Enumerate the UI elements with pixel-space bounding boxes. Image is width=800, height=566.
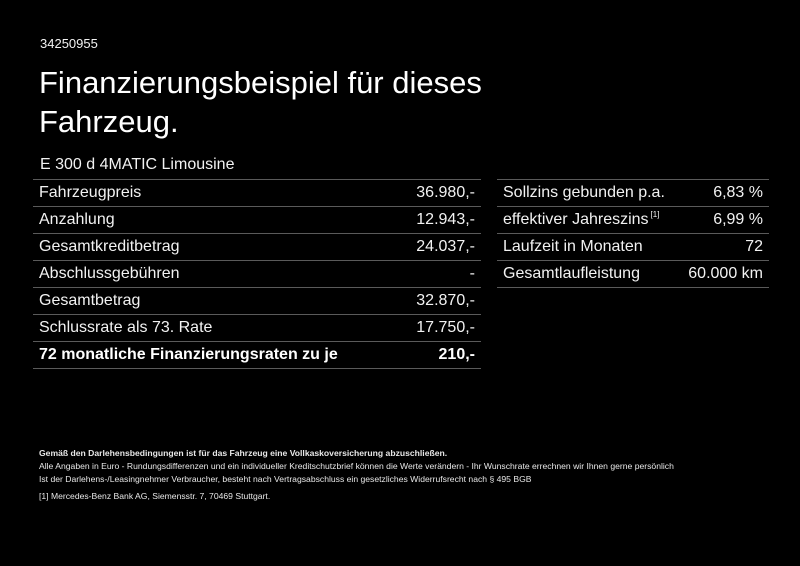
row-value: 6,99 % (678, 206, 769, 234)
legal-footer: Gemäß den Darlehensbedingungen ist für d… (39, 447, 779, 503)
table-row: effektiver Jahreszins [1] 6,99 % (497, 206, 769, 234)
row-label: Gesamtkreditbetrag (33, 233, 398, 261)
financing-table: Fahrzeugpreis 36.980,- Anzahlung 12.943,… (33, 179, 481, 369)
row-label: Fahrzeugpreis (33, 179, 398, 207)
table-row: Gesamtbetrag 32.870,- (33, 287, 481, 315)
row-value: 36.980,- (397, 179, 481, 207)
row-value: 6,83 % (678, 179, 769, 207)
row-label: Anzahlung (33, 206, 398, 234)
row-value: 17.750,- (397, 314, 481, 342)
row-label: Laufzeit in Monaten (497, 233, 679, 261)
table-row: Schlussrate als 73. Rate 17.750,- (33, 314, 481, 342)
disclaimer-line: Alle Angaben in Euro - Rundungsdifferenz… (39, 461, 674, 471)
table-row: Anzahlung 12.943,- (33, 206, 481, 234)
disclaimer-line: Ist der Darlehens-/Leasingnehmer Verbrau… (39, 474, 532, 484)
row-value: 12.943,- (397, 206, 481, 234)
table-row: Abschlussgebühren - (33, 260, 481, 288)
row-label: Gesamtbetrag (33, 287, 398, 315)
vehicle-model: E 300 d 4MATIC Limousine (40, 156, 235, 173)
footnote-marker: [1] (650, 210, 660, 219)
table-row: Sollzins gebunden p.a. 6,83 % (497, 179, 769, 207)
row-label-cell: effektiver Jahreszins [1] (497, 206, 679, 234)
row-label: 72 monatliche Finanzierungsraten zu je (33, 341, 398, 369)
row-value: 60.000 km (678, 260, 769, 288)
row-value: 210,- (397, 341, 481, 369)
row-value: 24.037,- (397, 233, 481, 261)
row-label: Gesamtlaufleistung (497, 260, 679, 288)
row-value: 72 (678, 233, 769, 261)
row-value: 32.870,- (397, 287, 481, 315)
footnote-marker: [1] (39, 491, 49, 501)
insurance-note: Gemäß den Darlehensbedingungen ist für d… (39, 448, 448, 458)
table-row: Laufzeit in Monaten 72 (497, 233, 769, 261)
monthly-rate-row: 72 monatliche Finanzierungsraten zu je 2… (33, 341, 481, 369)
table-row: Gesamtlaufleistung 60.000 km (497, 260, 769, 288)
table-row: Gesamtkreditbetrag 24.037,- (33, 233, 481, 261)
table-row: Fahrzeugpreis 36.980,- (33, 179, 481, 207)
interest-table: Sollzins gebunden p.a. 6,83 % effektiver… (497, 179, 769, 288)
row-label: Abschlussgebühren (33, 260, 398, 288)
reference-id: 34250955 (40, 36, 98, 51)
page-title: Finanzierungsbeispiel für dieses Fahrzeu… (39, 65, 482, 139)
row-value: - (397, 260, 481, 288)
row-label: effektiver Jahreszins (503, 211, 649, 228)
footnote: [1] Mercedes-Benz Bank AG, Siemensstr. 7… (39, 490, 779, 503)
footnote-text: Mercedes-Benz Bank AG, Siemensstr. 7, 70… (50, 491, 271, 501)
row-label: Schlussrate als 73. Rate (33, 314, 398, 342)
row-label: Sollzins gebunden p.a. (497, 179, 679, 207)
